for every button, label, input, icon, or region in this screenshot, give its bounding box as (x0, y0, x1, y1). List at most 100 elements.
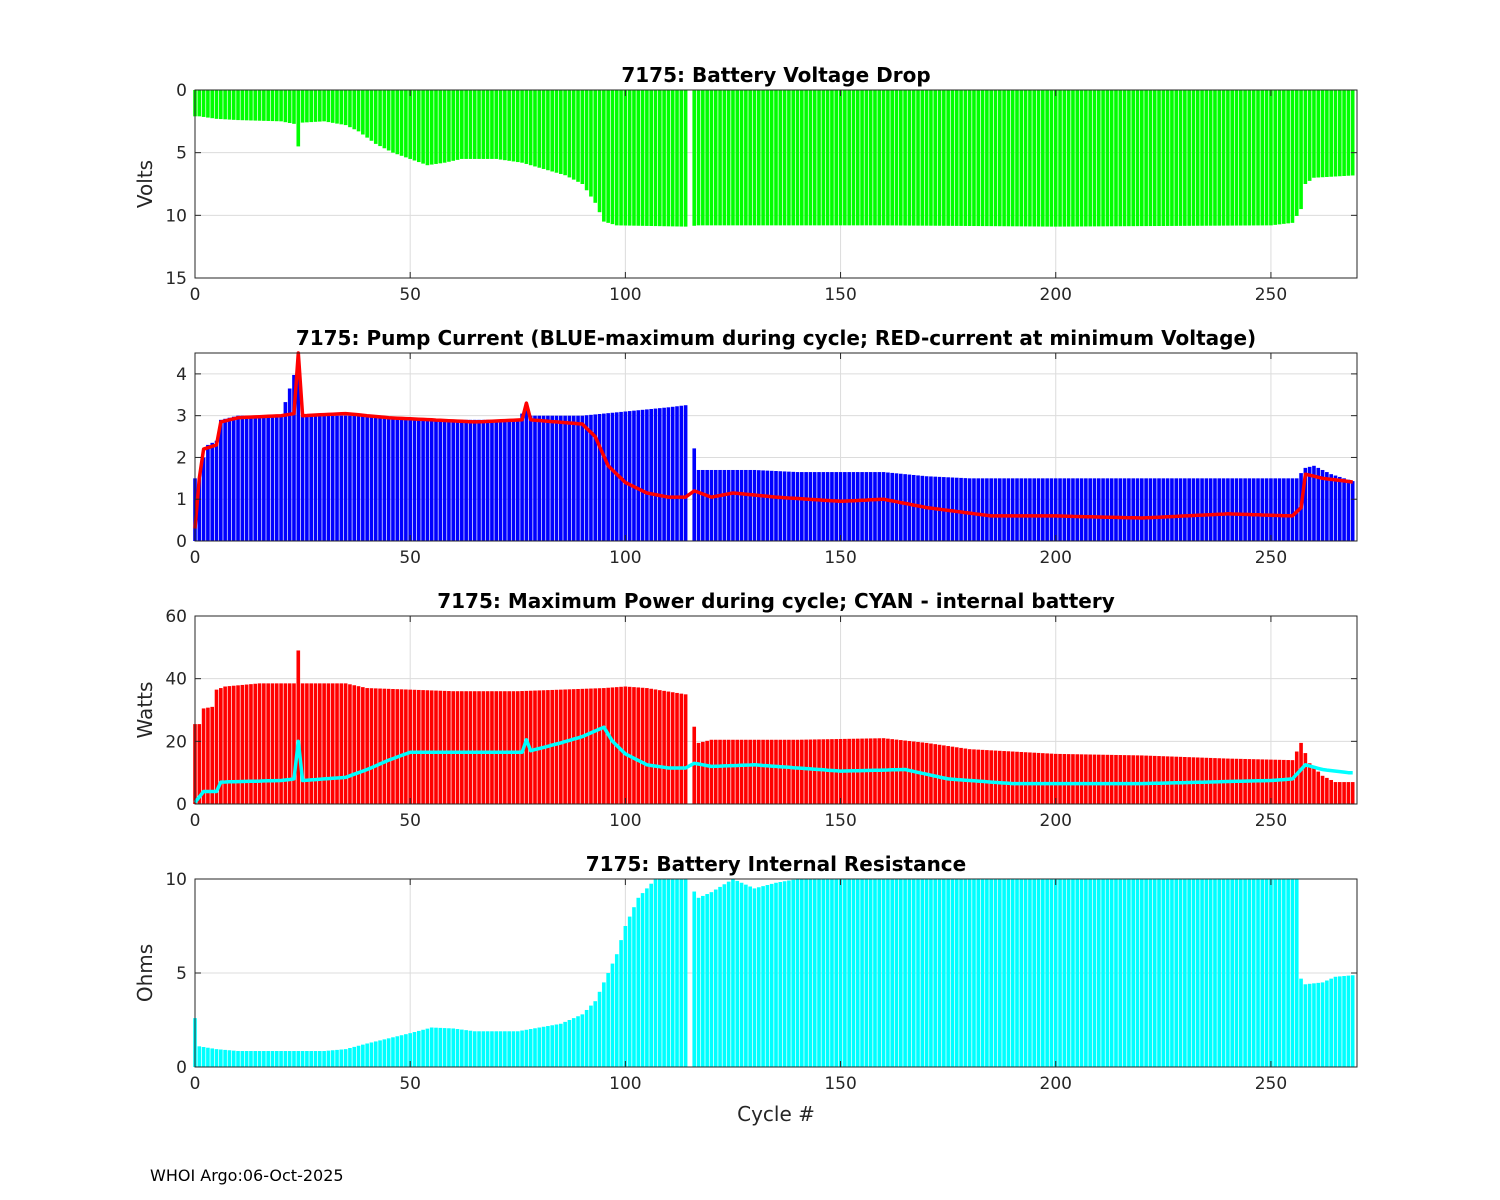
bar (1122, 879, 1127, 1067)
bar (623, 686, 628, 804)
bar (1230, 478, 1235, 541)
bar (898, 473, 903, 541)
bar (1127, 755, 1131, 804)
bar (1294, 751, 1299, 804)
bar (1183, 478, 1187, 541)
bar (632, 90, 636, 226)
bar (1187, 879, 1191, 1067)
bar (382, 90, 387, 149)
bar (464, 90, 468, 159)
bar (791, 90, 796, 226)
bar (1079, 478, 1084, 541)
bar (640, 687, 645, 804)
bar (967, 90, 972, 226)
bar (292, 1051, 296, 1067)
bar (1161, 879, 1166, 1067)
bar (834, 879, 839, 1067)
bar (1161, 756, 1166, 804)
footer-note: WHOI Argo:06-Oct-2025 (150, 1166, 344, 1185)
bar (791, 739, 796, 804)
bar (1178, 90, 1183, 226)
x-tick-label: 0 (190, 548, 201, 568)
bar (1221, 879, 1226, 1067)
bar (1023, 90, 1028, 227)
bar (959, 747, 963, 804)
bar (279, 90, 283, 122)
bar (1312, 90, 1316, 178)
bar (1114, 478, 1118, 541)
bar (1303, 753, 1308, 804)
bar (890, 90, 895, 226)
bar (386, 90, 391, 151)
bar (223, 418, 227, 541)
bar (244, 684, 249, 804)
bar (890, 472, 895, 541)
bar (778, 882, 783, 1067)
bar (735, 469, 740, 541)
bar (567, 415, 572, 541)
bar (365, 688, 369, 804)
bar (348, 1048, 352, 1067)
bar (649, 408, 654, 541)
bar (722, 469, 727, 541)
bar (1092, 478, 1097, 541)
bar (481, 691, 486, 804)
bar (645, 90, 649, 226)
bar (1264, 879, 1269, 1067)
panel-3: 0 50 100 150 200 250 0 20 40 60 7175: Maximum Powe… (133, 589, 1358, 831)
bar (782, 90, 787, 226)
bar (1006, 478, 1011, 541)
bar (976, 749, 981, 804)
bar (653, 689, 658, 804)
bar (602, 982, 606, 1067)
bar (438, 1027, 443, 1067)
bar (959, 477, 963, 541)
bar (283, 683, 288, 804)
bar (391, 1037, 395, 1067)
line-series-2 (193, 351, 1353, 529)
bar (812, 739, 817, 804)
bar (812, 879, 817, 1067)
y-tick-label: 10 (165, 206, 187, 226)
bar (744, 90, 748, 226)
bar (567, 90, 572, 178)
bar (378, 416, 382, 541)
bar (1028, 90, 1032, 227)
bar-series-1 (193, 650, 1355, 804)
bar (1075, 754, 1080, 804)
bar (726, 881, 731, 1067)
bar (537, 1027, 542, 1067)
bar (1337, 782, 1342, 804)
bar (1161, 478, 1166, 541)
bar (627, 90, 632, 226)
bar (571, 90, 576, 180)
bar (227, 90, 232, 120)
bar (1234, 478, 1239, 541)
bar (1028, 879, 1032, 1067)
bar (498, 1031, 503, 1067)
bar (395, 1036, 400, 1067)
bar (253, 1051, 258, 1067)
chart-title: 7175: Pump Current (BLUE-maximum during … (296, 326, 1256, 350)
bar (713, 469, 718, 541)
bar (1183, 879, 1187, 1067)
bar (201, 1047, 206, 1067)
bar (1350, 481, 1355, 541)
bar (279, 683, 283, 804)
bar (322, 415, 326, 541)
bar (855, 90, 860, 226)
bar (937, 744, 942, 804)
bar (412, 90, 417, 161)
bar (1071, 879, 1075, 1067)
bar (1127, 879, 1131, 1067)
bar (1062, 90, 1067, 227)
bar (1243, 90, 1247, 226)
bar (580, 415, 585, 541)
bar (464, 419, 468, 541)
bar (718, 886, 722, 1067)
bar (1079, 754, 1084, 804)
y-tick-label: 0 (176, 532, 187, 552)
bar (223, 1049, 227, 1067)
bar (769, 90, 774, 226)
bar (692, 90, 697, 226)
